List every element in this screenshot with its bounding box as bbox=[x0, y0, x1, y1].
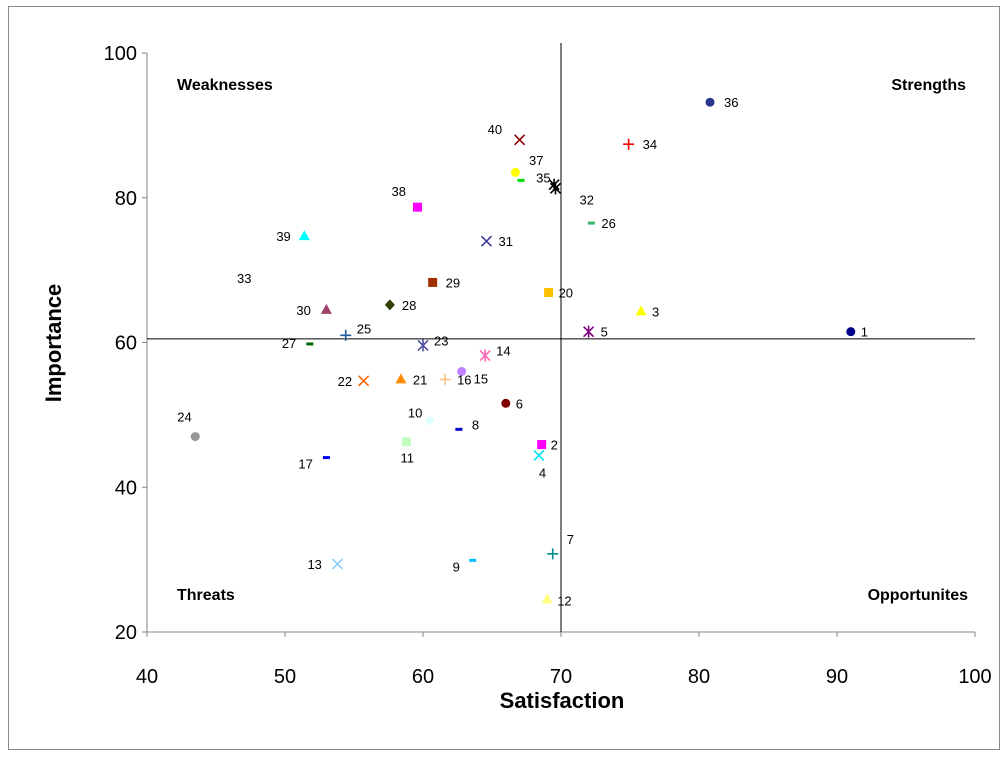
x-tick-label: 90 bbox=[826, 666, 848, 688]
data-label-32: 32 bbox=[579, 192, 593, 207]
data-label-9: 9 bbox=[453, 559, 460, 574]
data-point-7 bbox=[547, 548, 559, 560]
data-point-10 bbox=[424, 415, 435, 427]
quadrant-label-opportunities: Opportunites bbox=[868, 587, 969, 604]
y-tick-label: 60 bbox=[115, 333, 137, 355]
data-point-20 bbox=[544, 288, 554, 298]
data-label-7: 7 bbox=[567, 532, 574, 547]
data-point-36 bbox=[705, 97, 715, 107]
data-point-4 bbox=[533, 449, 545, 461]
data-label-1: 1 bbox=[861, 325, 868, 340]
data-label-12: 12 bbox=[557, 593, 571, 608]
data-label-37: 37 bbox=[529, 153, 543, 168]
y-tick-label: 80 bbox=[115, 188, 137, 210]
data-point-35 bbox=[548, 178, 560, 191]
data-label-3: 3 bbox=[652, 304, 659, 319]
data-point-5 bbox=[583, 325, 595, 338]
data-label-35: 35 bbox=[536, 171, 550, 186]
data-label-5: 5 bbox=[601, 325, 608, 340]
data-label-8: 8 bbox=[472, 417, 479, 432]
data-point-14 bbox=[479, 349, 491, 362]
data-point-24 bbox=[190, 432, 200, 442]
data-point-8 bbox=[455, 427, 463, 431]
x-tick-label: 50 bbox=[274, 666, 296, 688]
data-label-28: 28 bbox=[402, 298, 416, 313]
data-label-14: 14 bbox=[496, 344, 510, 359]
data-point-30 bbox=[320, 303, 332, 314]
x-tick-label: 100 bbox=[958, 666, 991, 688]
data-label-40: 40 bbox=[488, 122, 502, 137]
y-tick-label: 100 bbox=[104, 43, 137, 65]
data-point-11 bbox=[401, 437, 411, 447]
data-label-10: 10 bbox=[408, 406, 422, 421]
x-axis-title: Satisfaction bbox=[500, 688, 625, 713]
data-label-16: 16 bbox=[457, 372, 471, 387]
data-point-29 bbox=[428, 277, 438, 287]
quadrant-label-threats: Threats bbox=[177, 587, 235, 604]
data-label-21: 21 bbox=[413, 372, 427, 387]
data-point-6 bbox=[501, 398, 511, 408]
data-label-26: 26 bbox=[601, 216, 615, 231]
chart-frame bbox=[8, 6, 1000, 750]
data-point-15 bbox=[457, 366, 467, 376]
data-point-25 bbox=[340, 329, 352, 341]
data-label-15: 15 bbox=[474, 371, 488, 386]
data-label-6: 6 bbox=[516, 396, 523, 411]
data-label-23: 23 bbox=[434, 333, 448, 348]
data-label-31: 31 bbox=[498, 234, 512, 249]
data-point-34 bbox=[623, 138, 635, 150]
data-point-2 bbox=[537, 440, 547, 450]
quadrant-label-weaknesses: Weaknesses bbox=[177, 77, 273, 94]
data-label-24: 24 bbox=[177, 410, 191, 425]
data-point-31 bbox=[480, 235, 493, 247]
data-point-1 bbox=[846, 327, 856, 337]
x-tick-label: 60 bbox=[412, 666, 434, 688]
data-point-3 bbox=[635, 305, 647, 316]
data-point-26 bbox=[587, 221, 595, 225]
data-point-12 bbox=[541, 593, 553, 604]
data-point-22 bbox=[358, 375, 370, 387]
data-label-29: 29 bbox=[446, 275, 460, 290]
data-label-13: 13 bbox=[307, 557, 321, 572]
data-point-unlabeled-38 bbox=[510, 167, 520, 177]
data-label-11: 11 bbox=[400, 451, 414, 466]
data-label-33: 33 bbox=[237, 271, 251, 286]
data-point-17 bbox=[322, 456, 330, 460]
data-label-34: 34 bbox=[643, 137, 657, 152]
data-point-39 bbox=[298, 230, 310, 241]
data-point-16 bbox=[439, 373, 451, 385]
data-label-27: 27 bbox=[282, 336, 296, 351]
data-point-9 bbox=[469, 558, 477, 562]
data-point-28 bbox=[384, 299, 395, 311]
x-tick-label: 40 bbox=[136, 666, 158, 688]
data-point-40 bbox=[514, 134, 526, 146]
data-label-17: 17 bbox=[298, 457, 312, 472]
x-tick-label: 80 bbox=[688, 666, 710, 688]
data-point-27 bbox=[306, 342, 314, 346]
data-label-25: 25 bbox=[357, 321, 371, 336]
data-label-36: 36 bbox=[724, 95, 738, 110]
data-label-30: 30 bbox=[296, 303, 310, 318]
data-point-21 bbox=[395, 373, 407, 384]
data-point-38 bbox=[412, 202, 422, 212]
data-label-38: 38 bbox=[391, 184, 405, 199]
y-axis-title: Importance bbox=[41, 284, 66, 403]
data-label-22: 22 bbox=[338, 374, 352, 389]
data-label-4: 4 bbox=[539, 465, 546, 480]
data-point-37 bbox=[517, 178, 525, 182]
y-tick-label: 40 bbox=[115, 477, 137, 499]
quadrant-label-strengths: Strengths bbox=[891, 77, 966, 94]
data-point-23 bbox=[417, 339, 429, 352]
data-point-13 bbox=[331, 558, 344, 570]
x-tick-label: 70 bbox=[550, 666, 572, 688]
data-label-20: 20 bbox=[559, 286, 573, 301]
data-label-39: 39 bbox=[276, 229, 290, 244]
y-tick-label: 20 bbox=[115, 622, 137, 644]
data-label-2: 2 bbox=[551, 438, 558, 453]
